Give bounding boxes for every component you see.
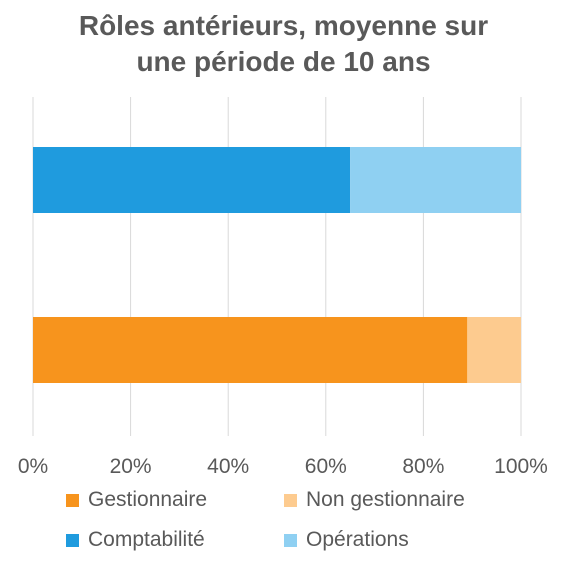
legend-item-3: Opérations	[284, 528, 409, 552]
x-tick-label-5: 100%	[494, 455, 548, 478]
chart-title-line-1: Rôles antérieurs, moyenne sur	[78, 10, 489, 41]
legend-item-2: Comptabilité	[66, 528, 205, 552]
chart-title-line-2: une période de 10 ans	[136, 46, 431, 77]
legend-swatch-2	[66, 533, 79, 547]
x-tick-label-3: 60%	[305, 455, 347, 478]
legend-swatch-3	[284, 533, 297, 547]
bar-1-segment-0	[33, 317, 468, 383]
x-tick-label-2: 40%	[207, 455, 249, 478]
legend-swatch-0	[66, 493, 79, 507]
legend-label-2: Comptabilité	[88, 528, 205, 551]
x-tick-label-1: 20%	[110, 455, 152, 478]
legend-label-3: Opérations	[306, 528, 409, 551]
bar-0-segment-0	[33, 147, 351, 213]
bar-0-segment-1	[350, 147, 521, 213]
x-tick-label-4: 80%	[402, 455, 444, 478]
legend-swatch-1	[284, 493, 297, 507]
legend-item-1: Non gestionnaire	[284, 488, 465, 512]
bar-1-segment-1	[467, 317, 521, 383]
legend-item-0: Gestionnaire	[66, 488, 207, 512]
legend-label-0: Gestionnaire	[88, 488, 208, 511]
chart-title: Rôles antérieurs, moyenne sur une périod…	[0, 8, 567, 80]
x-tick-label-0: 0%	[18, 455, 48, 478]
legend-label-1: Non gestionnaire	[306, 488, 465, 511]
